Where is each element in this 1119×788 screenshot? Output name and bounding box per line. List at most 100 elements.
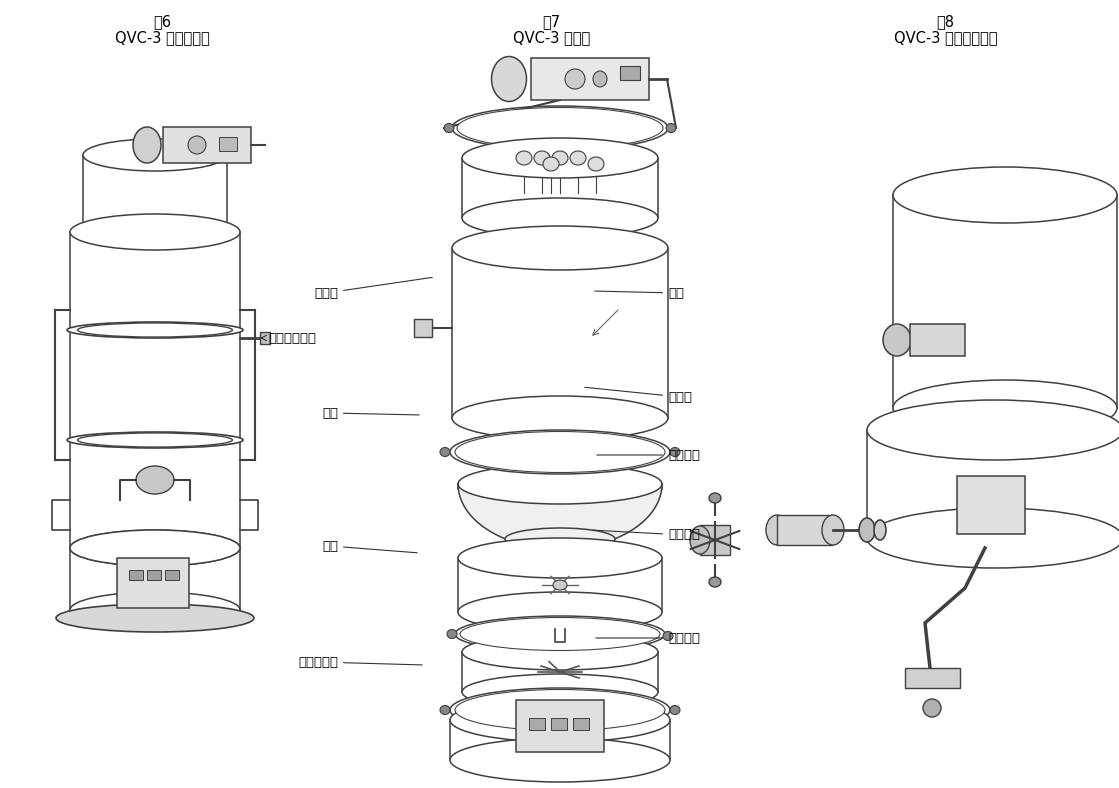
Ellipse shape bbox=[67, 432, 243, 448]
Ellipse shape bbox=[444, 124, 454, 132]
FancyBboxPatch shape bbox=[516, 700, 604, 752]
Text: 图8: 图8 bbox=[937, 14, 955, 30]
Ellipse shape bbox=[446, 630, 457, 638]
Ellipse shape bbox=[462, 674, 658, 710]
Ellipse shape bbox=[457, 107, 662, 148]
Ellipse shape bbox=[867, 508, 1119, 568]
Ellipse shape bbox=[137, 466, 173, 494]
FancyBboxPatch shape bbox=[452, 248, 668, 418]
Ellipse shape bbox=[452, 106, 668, 150]
Ellipse shape bbox=[690, 526, 709, 554]
Ellipse shape bbox=[452, 396, 668, 440]
Ellipse shape bbox=[450, 698, 670, 742]
Bar bbox=[551, 718, 567, 730]
Ellipse shape bbox=[462, 138, 658, 178]
Text: 图7: 图7 bbox=[543, 14, 561, 30]
Ellipse shape bbox=[822, 515, 844, 545]
Ellipse shape bbox=[565, 69, 585, 89]
Ellipse shape bbox=[70, 530, 239, 566]
Ellipse shape bbox=[666, 124, 676, 132]
Text: 控制盒: 控制盒 bbox=[314, 277, 432, 299]
Ellipse shape bbox=[587, 157, 604, 171]
Text: 真空料斗: 真空料斗 bbox=[595, 631, 700, 645]
Bar bbox=[905, 668, 960, 688]
Ellipse shape bbox=[570, 151, 586, 165]
Ellipse shape bbox=[553, 580, 567, 590]
Ellipse shape bbox=[593, 71, 606, 87]
Ellipse shape bbox=[874, 520, 886, 540]
Ellipse shape bbox=[767, 515, 788, 545]
Bar bbox=[129, 570, 143, 580]
Ellipse shape bbox=[450, 430, 670, 474]
Ellipse shape bbox=[440, 705, 450, 715]
Ellipse shape bbox=[455, 616, 665, 652]
Ellipse shape bbox=[893, 167, 1117, 223]
FancyBboxPatch shape bbox=[163, 127, 251, 163]
Ellipse shape bbox=[458, 464, 662, 504]
Ellipse shape bbox=[867, 400, 1119, 460]
Bar bbox=[529, 718, 545, 730]
Ellipse shape bbox=[452, 226, 668, 270]
Text: 放料门: 放料门 bbox=[585, 387, 692, 403]
Bar bbox=[260, 332, 270, 344]
Bar bbox=[164, 570, 179, 580]
Text: 图6: 图6 bbox=[153, 14, 171, 30]
Text: QVC-3 放料门结构图: QVC-3 放料门结构图 bbox=[894, 30, 997, 46]
Ellipse shape bbox=[188, 136, 206, 154]
FancyBboxPatch shape bbox=[532, 58, 649, 100]
Bar bbox=[620, 66, 640, 80]
Ellipse shape bbox=[77, 323, 233, 337]
FancyBboxPatch shape bbox=[462, 158, 658, 218]
Ellipse shape bbox=[83, 139, 227, 171]
Ellipse shape bbox=[462, 198, 658, 238]
Ellipse shape bbox=[543, 157, 560, 171]
Ellipse shape bbox=[516, 151, 532, 165]
Ellipse shape bbox=[70, 214, 239, 250]
FancyBboxPatch shape bbox=[462, 652, 658, 692]
Bar bbox=[573, 718, 589, 730]
Ellipse shape bbox=[552, 151, 568, 165]
Text: QVC-3 管路连接图: QVC-3 管路连接图 bbox=[115, 30, 209, 46]
FancyBboxPatch shape bbox=[70, 548, 239, 610]
Ellipse shape bbox=[883, 324, 911, 356]
Ellipse shape bbox=[460, 618, 660, 651]
Text: QVC-3 结构图: QVC-3 结构图 bbox=[513, 30, 591, 46]
Ellipse shape bbox=[670, 705, 680, 715]
Ellipse shape bbox=[893, 380, 1117, 436]
Text: 卡箍: 卡箍 bbox=[322, 407, 420, 419]
FancyBboxPatch shape bbox=[83, 155, 227, 232]
Ellipse shape bbox=[83, 216, 227, 248]
Bar bbox=[414, 319, 432, 337]
Ellipse shape bbox=[458, 592, 662, 632]
Ellipse shape bbox=[709, 577, 721, 587]
Ellipse shape bbox=[440, 448, 450, 456]
Ellipse shape bbox=[56, 604, 254, 632]
Text: 桶圈: 桶圈 bbox=[322, 540, 417, 553]
Ellipse shape bbox=[450, 738, 670, 782]
Bar bbox=[777, 515, 833, 545]
FancyBboxPatch shape bbox=[893, 195, 1117, 408]
Ellipse shape bbox=[662, 631, 673, 641]
Text: 接吸料软管: 接吸料软管 bbox=[298, 656, 422, 668]
FancyBboxPatch shape bbox=[867, 430, 1119, 538]
FancyBboxPatch shape bbox=[117, 558, 189, 608]
Bar bbox=[147, 570, 161, 580]
Text: 桶圈: 桶圈 bbox=[595, 287, 684, 299]
Ellipse shape bbox=[462, 634, 658, 670]
Ellipse shape bbox=[70, 592, 239, 628]
Bar bbox=[219, 137, 237, 151]
Ellipse shape bbox=[133, 127, 161, 163]
FancyBboxPatch shape bbox=[957, 476, 1025, 534]
Ellipse shape bbox=[458, 538, 662, 578]
Ellipse shape bbox=[505, 528, 615, 550]
Ellipse shape bbox=[859, 518, 875, 542]
Ellipse shape bbox=[77, 433, 233, 447]
Ellipse shape bbox=[67, 322, 243, 338]
FancyBboxPatch shape bbox=[458, 558, 662, 612]
FancyBboxPatch shape bbox=[70, 232, 239, 548]
Ellipse shape bbox=[70, 530, 239, 566]
Text: 压缩空气接入: 压缩空气接入 bbox=[261, 332, 316, 344]
Ellipse shape bbox=[923, 699, 941, 717]
Text: 门密封圈: 门密封圈 bbox=[593, 529, 700, 541]
Ellipse shape bbox=[455, 432, 665, 473]
